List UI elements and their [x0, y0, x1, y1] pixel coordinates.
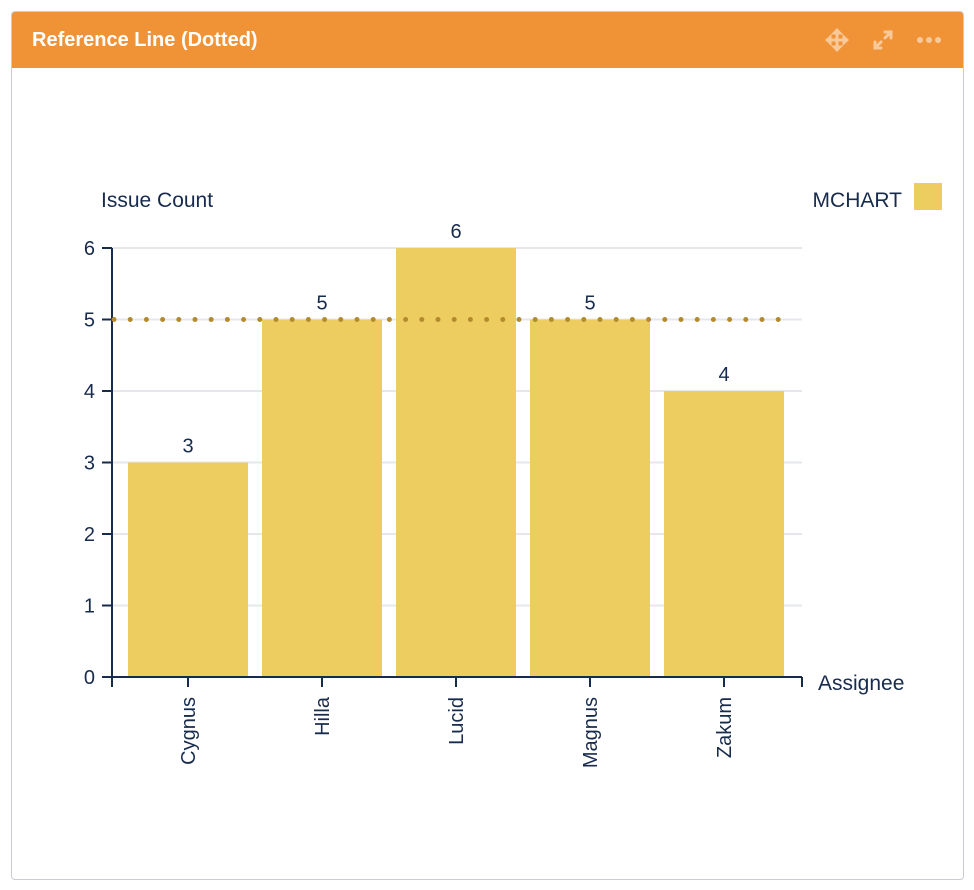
- card-title: Reference Line (Dotted): [32, 28, 258, 51]
- card-header: Reference Line (Dotted): [12, 12, 963, 68]
- more-icon[interactable]: [915, 26, 943, 54]
- chart-card: Reference Line (Dotted): [11, 11, 964, 880]
- expand-icon[interactable]: [869, 26, 897, 54]
- move-icon[interactable]: [823, 26, 851, 54]
